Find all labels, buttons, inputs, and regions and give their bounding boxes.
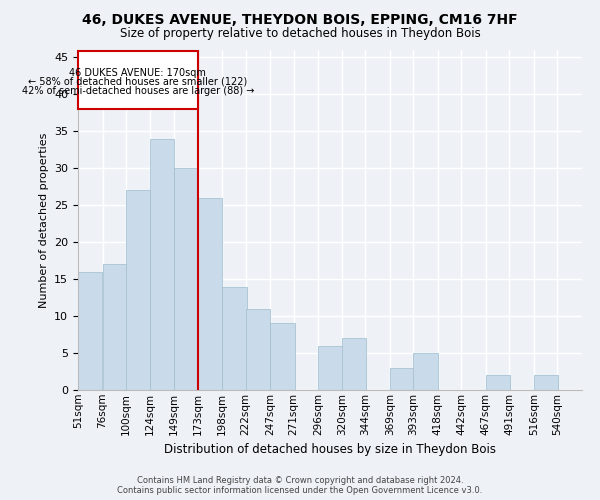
Bar [174,168,199,390]
Bar [246,308,270,390]
Bar [271,324,295,390]
Text: 46 DUKES AVENUE: 170sqm: 46 DUKES AVENUE: 170sqm [70,68,206,78]
Bar [103,264,127,390]
Bar [150,138,174,390]
Text: 46, DUKES AVENUE, THEYDON BOIS, EPPING, CM16 7HF: 46, DUKES AVENUE, THEYDON BOIS, EPPING, … [82,12,518,26]
Bar [342,338,366,390]
Bar [126,190,151,390]
Bar [198,198,222,390]
Y-axis label: Number of detached properties: Number of detached properties [38,132,49,308]
Text: Contains HM Land Registry data © Crown copyright and database right 2024.
Contai: Contains HM Land Registry data © Crown c… [118,476,482,495]
Bar [319,346,343,390]
Bar [486,375,510,390]
Text: Size of property relative to detached houses in Theydon Bois: Size of property relative to detached ho… [119,28,481,40]
Bar [413,353,438,390]
Text: ← 58% of detached houses are smaller (122): ← 58% of detached houses are smaller (12… [28,77,247,87]
Bar [222,286,247,390]
X-axis label: Distribution of detached houses by size in Theydon Bois: Distribution of detached houses by size … [164,443,496,456]
FancyBboxPatch shape [78,52,197,109]
Text: 42% of semi-detached houses are larger (88) →: 42% of semi-detached houses are larger (… [22,86,254,97]
Bar [534,375,559,390]
Bar [390,368,414,390]
Bar [78,272,103,390]
